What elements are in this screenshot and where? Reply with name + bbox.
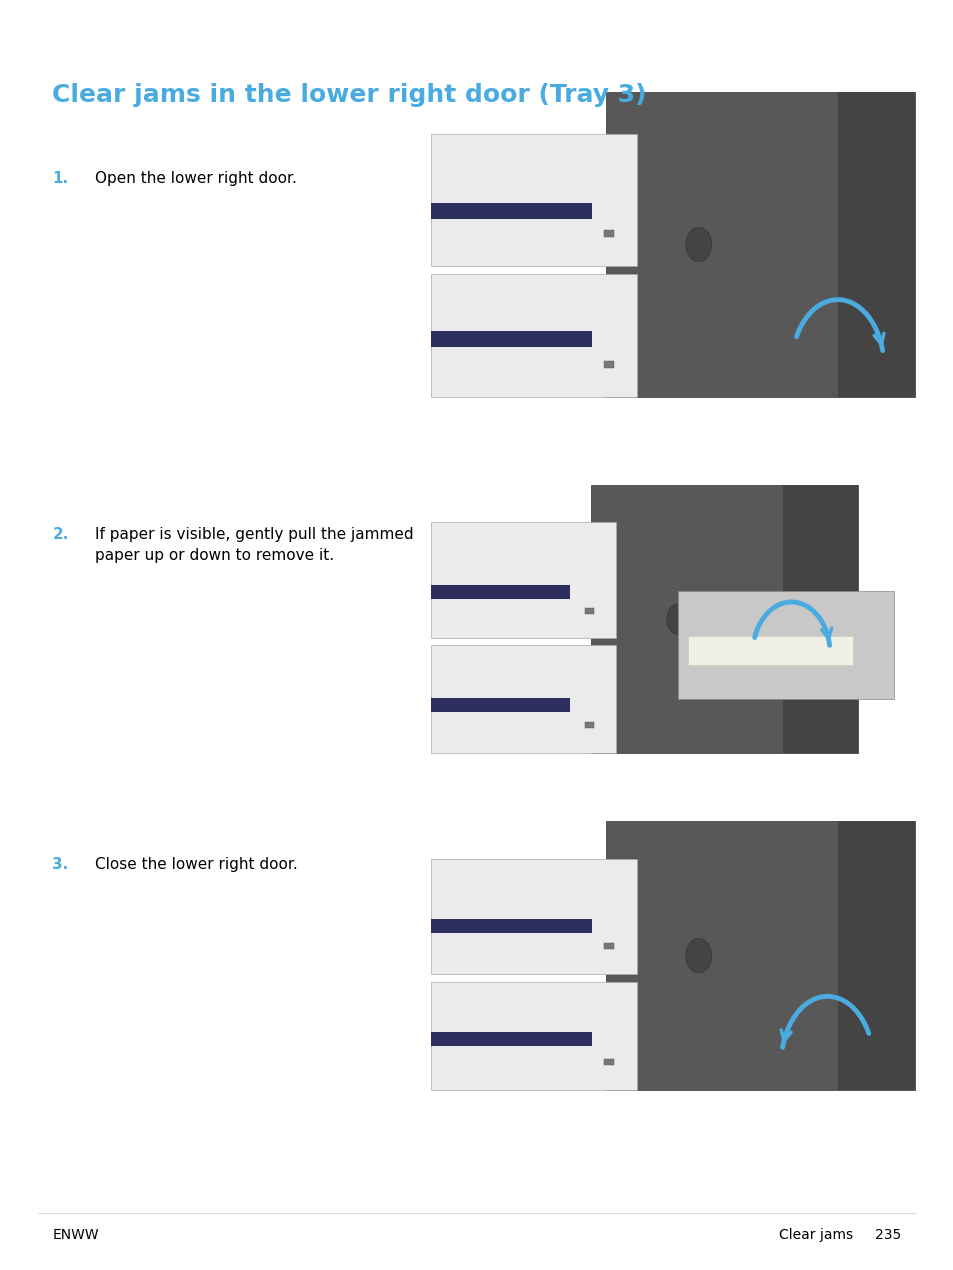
Text: If paper is visible, gently pull the jammed
paper up or down to remove it.: If paper is visible, gently pull the jam… — [95, 527, 414, 563]
Text: 1.: 1. — [52, 171, 69, 187]
FancyBboxPatch shape — [584, 607, 594, 613]
FancyBboxPatch shape — [584, 721, 594, 728]
FancyBboxPatch shape — [431, 331, 591, 347]
FancyBboxPatch shape — [431, 859, 637, 974]
FancyBboxPatch shape — [431, 982, 637, 1090]
FancyBboxPatch shape — [431, 585, 569, 598]
FancyBboxPatch shape — [837, 93, 914, 396]
FancyBboxPatch shape — [431, 645, 616, 753]
Circle shape — [685, 939, 711, 973]
FancyBboxPatch shape — [837, 822, 914, 1090]
Circle shape — [666, 605, 689, 634]
FancyBboxPatch shape — [431, 698, 569, 712]
FancyBboxPatch shape — [605, 93, 914, 396]
FancyBboxPatch shape — [603, 942, 614, 949]
FancyBboxPatch shape — [605, 822, 914, 1090]
Text: 2.: 2. — [52, 527, 69, 542]
FancyBboxPatch shape — [431, 203, 591, 218]
FancyBboxPatch shape — [590, 485, 858, 753]
Text: Open the lower right door.: Open the lower right door. — [95, 171, 297, 187]
FancyBboxPatch shape — [431, 522, 616, 638]
FancyBboxPatch shape — [688, 636, 852, 665]
Text: ENWW: ENWW — [52, 1228, 99, 1242]
Text: Clear jams     235: Clear jams 235 — [779, 1228, 901, 1242]
FancyBboxPatch shape — [431, 919, 591, 932]
FancyBboxPatch shape — [603, 230, 614, 237]
Circle shape — [685, 227, 711, 262]
FancyBboxPatch shape — [431, 1033, 591, 1046]
Text: 3.: 3. — [52, 857, 69, 872]
FancyBboxPatch shape — [603, 1058, 614, 1064]
FancyBboxPatch shape — [431, 135, 637, 265]
FancyBboxPatch shape — [678, 591, 894, 699]
FancyBboxPatch shape — [431, 274, 637, 396]
Text: Close the lower right door.: Close the lower right door. — [95, 857, 298, 872]
Text: Clear jams in the lower right door (Tray 3): Clear jams in the lower right door (Tray… — [52, 83, 646, 107]
FancyBboxPatch shape — [603, 361, 614, 368]
FancyBboxPatch shape — [782, 485, 858, 753]
